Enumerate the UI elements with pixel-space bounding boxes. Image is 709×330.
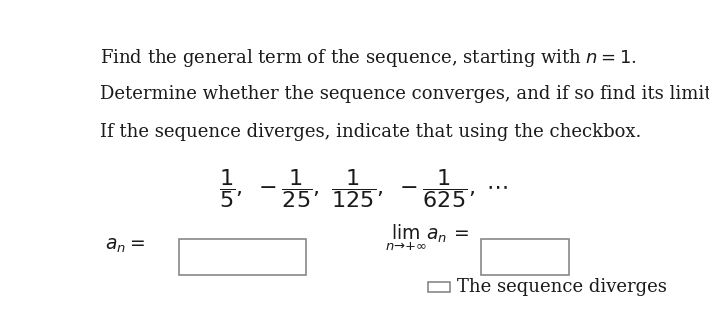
Text: $\lim_{n\to+\infty} a_n =$: $\lim_{n\to+\infty} a_n =$: [386, 222, 469, 253]
Text: The sequence diverges: The sequence diverges: [457, 278, 666, 296]
Text: $a_n =$: $a_n =$: [105, 236, 145, 254]
FancyBboxPatch shape: [481, 239, 569, 275]
FancyBboxPatch shape: [179, 239, 306, 275]
Text: $\dfrac{1}{5},\ -\dfrac{1}{25},\ \dfrac{1}{125},\ -\dfrac{1}{625},\ \cdots$: $\dfrac{1}{5},\ -\dfrac{1}{25},\ \dfrac{…: [218, 167, 508, 210]
Text: If the sequence diverges, indicate that using the checkbox.: If the sequence diverges, indicate that …: [99, 123, 641, 142]
FancyBboxPatch shape: [428, 281, 450, 292]
Text: Find the general term of the sequence, starting with $n = 1$.: Find the general term of the sequence, s…: [99, 47, 637, 69]
Text: Determine whether the sequence converges, and if so find its limit.: Determine whether the sequence converges…: [99, 85, 709, 103]
